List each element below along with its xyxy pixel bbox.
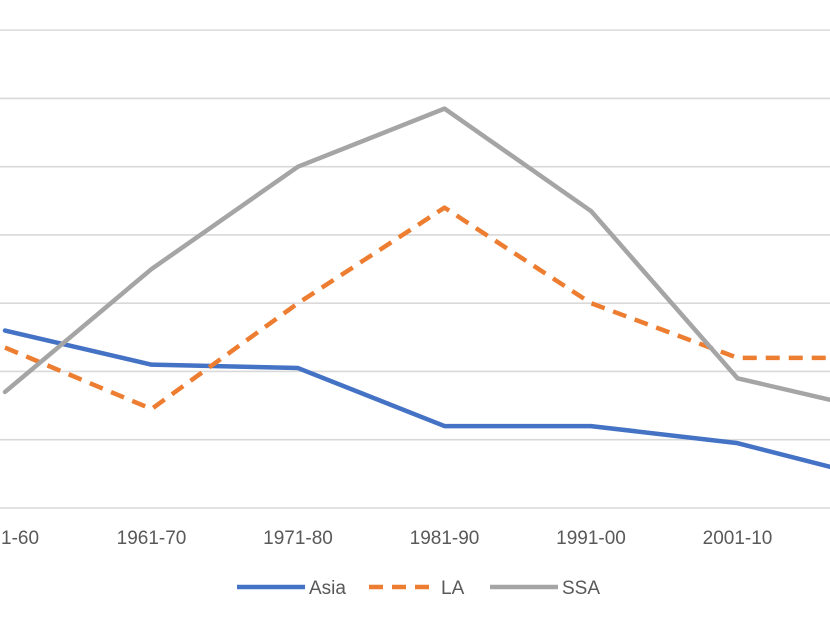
x-tick-label: 1961-70 — [117, 528, 187, 549]
x-tick-label: 1991-00 — [556, 528, 626, 549]
legend-label-asia: Asia — [309, 578, 346, 599]
series-line-ssa — [2, 106, 830, 403]
x-tick-label: 1981-90 — [410, 528, 480, 549]
x-tick-label: 1971-80 — [263, 528, 333, 549]
legend: Asia LA SSA — [237, 578, 600, 599]
gridlines — [0, 29, 830, 509]
x-axis-tick-labels: 1-60 1961-70 1971-80 1981-90 1991-00 2001-10 — [1, 528, 772, 549]
x-tick-label: 2001-10 — [703, 528, 773, 549]
legend-label-ssa: SSA — [562, 578, 600, 599]
series-line-asia — [2, 328, 830, 470]
series-line-la — [4, 205, 830, 412]
x-tick-label: 1-60 — [1, 528, 39, 549]
series-lines — [2, 106, 830, 470]
legend-label-la: LA — [441, 578, 465, 599]
